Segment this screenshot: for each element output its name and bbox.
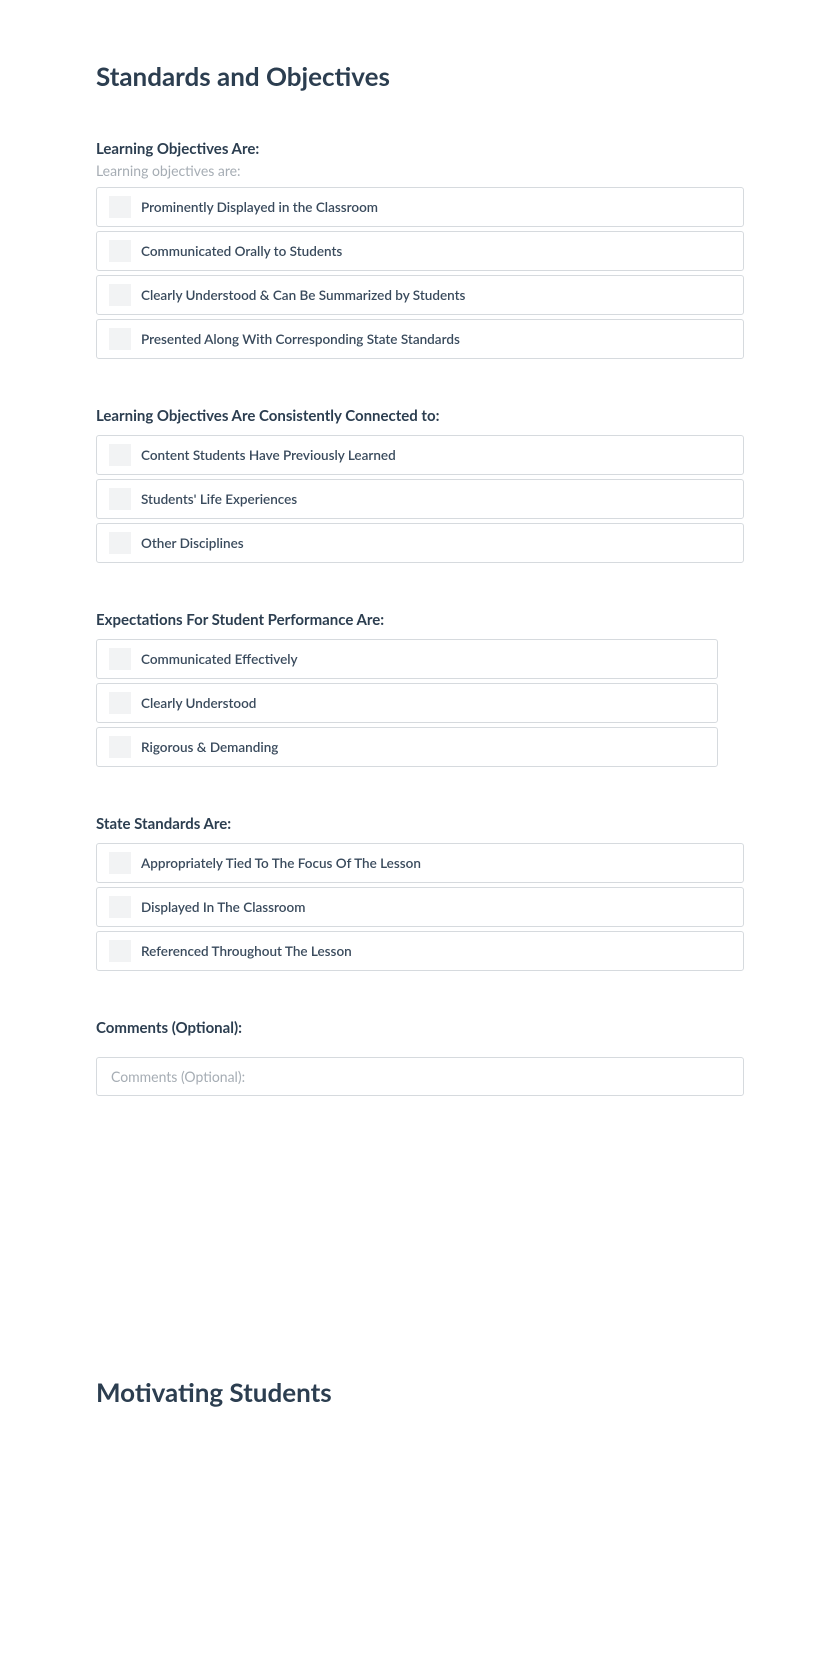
checkbox-option[interactable]: Clearly Understood	[96, 683, 718, 723]
checkbox-label: Prominently Displayed in the Classroom	[141, 199, 378, 215]
checkbox-icon	[109, 196, 131, 218]
checkbox-option[interactable]: Appropriately Tied To The Focus Of The L…	[96, 843, 744, 883]
checkbox-option[interactable]: Presented Along With Corresponding State…	[96, 319, 744, 359]
checkbox-icon	[109, 240, 131, 262]
checkbox-label: Other Disciplines	[141, 535, 244, 551]
comments-input[interactable]	[96, 1057, 744, 1096]
checkbox-label: Rigorous & Demanding	[141, 739, 278, 755]
checkbox-icon	[109, 328, 131, 350]
checkbox-label: Communicated Effectively	[141, 651, 298, 667]
page-title: Standards and Objectives	[96, 60, 744, 92]
checkbox-option[interactable]: Referenced Throughout The Lesson	[96, 931, 744, 971]
checkbox-icon	[109, 284, 131, 306]
group-connected-to: Learning Objectives Are Consistently Con…	[96, 407, 744, 563]
checkbox-option[interactable]: Rigorous & Demanding	[96, 727, 718, 767]
checkbox-label: Displayed In The Classroom	[141, 899, 305, 915]
group-label: Expectations For Student Performance Are…	[96, 611, 718, 629]
checkbox-icon	[109, 852, 131, 874]
checkbox-icon	[109, 736, 131, 758]
group-expectations: Expectations For Student Performance Are…	[96, 611, 718, 767]
checkbox-option[interactable]: Students' Life Experiences	[96, 479, 744, 519]
group-label: State Standards Are:	[96, 815, 744, 833]
checkbox-label: Appropriately Tied To The Focus Of The L…	[141, 855, 421, 871]
checkbox-option[interactable]: Content Students Have Previously Learned	[96, 435, 744, 475]
checkbox-label: Clearly Understood	[141, 695, 256, 711]
checkbox-icon	[109, 488, 131, 510]
checkbox-icon	[109, 532, 131, 554]
group-comments: Comments (Optional):	[96, 1019, 744, 1096]
checkbox-icon	[109, 444, 131, 466]
checkbox-icon	[109, 940, 131, 962]
checkbox-label: Clearly Understood & Can Be Summarized b…	[141, 287, 465, 303]
group-label: Learning Objectives Are Consistently Con…	[96, 407, 744, 425]
checkbox-label: Content Students Have Previously Learned	[141, 447, 396, 463]
checkbox-icon	[109, 692, 131, 714]
comments-label: Comments (Optional):	[96, 1019, 744, 1037]
checkbox-option[interactable]: Clearly Understood & Can Be Summarized b…	[96, 275, 744, 315]
checkbox-icon	[109, 648, 131, 670]
checkbox-option[interactable]: Communicated Orally to Students	[96, 231, 744, 271]
checkbox-option[interactable]: Other Disciplines	[96, 523, 744, 563]
group-state-standards: State Standards Are: Appropriately Tied …	[96, 815, 744, 971]
checkbox-option[interactable]: Communicated Effectively	[96, 639, 718, 679]
checkbox-option[interactable]: Displayed In The Classroom	[96, 887, 744, 927]
checkbox-icon	[109, 896, 131, 918]
checkbox-label: Students' Life Experiences	[141, 491, 297, 507]
checkbox-label: Referenced Throughout The Lesson	[141, 943, 352, 959]
group-label: Learning Objectives Are:	[96, 140, 744, 158]
checkbox-option[interactable]: Prominently Displayed in the Classroom	[96, 187, 744, 227]
group-learning-objectives: Learning Objectives Are: Learning object…	[96, 140, 744, 359]
next-section-title: Motivating Students	[96, 1376, 744, 1408]
checkbox-label: Communicated Orally to Students	[141, 243, 342, 259]
checkbox-label: Presented Along With Corresponding State…	[141, 331, 460, 347]
group-sublabel: Learning objectives are:	[96, 162, 744, 179]
